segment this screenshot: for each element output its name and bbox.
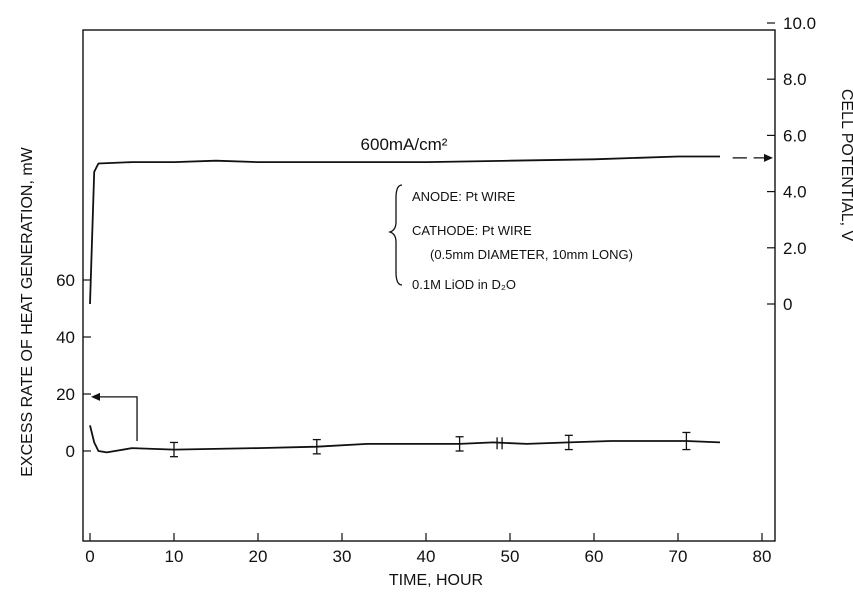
condition-cathode-size: (0.5mm DIAMETER, 10mm LONG)	[430, 247, 633, 262]
y-right-tick-label: 4.0	[783, 183, 807, 202]
x-tick-label: 50	[501, 547, 520, 566]
arrow-right-icon	[764, 153, 773, 162]
y-left-tick-label: 20	[56, 385, 75, 404]
condition-anode: ANODE: Pt WIRE	[412, 189, 516, 204]
error-bar	[564, 434, 573, 451]
x-tick-label: 10	[165, 547, 184, 566]
y-axis-right-label: CELL POTENTIAL, V	[838, 89, 853, 242]
axis-arrows	[91, 153, 773, 442]
plot-frame	[82, 29, 776, 542]
y-right-tick-label: 6.0	[783, 126, 807, 145]
x-tick-label: 70	[669, 547, 688, 566]
left-axis-arrow-shaft	[99, 396, 138, 442]
x-tick-label: 60	[585, 547, 604, 566]
y-left-tick-label: 0	[66, 442, 75, 461]
plot-border	[82, 29, 776, 542]
y-axis-left: 0 20 40 60	[56, 271, 91, 461]
y-right-tick-label: 8.0	[783, 70, 807, 89]
x-tick-label: 0	[85, 547, 94, 566]
current-density-label: 600mA/cm²	[361, 135, 448, 154]
y-axis-right: 0 2.0 4.0 6.0 8.0 10.0	[767, 14, 816, 314]
cell-potential-line	[89, 155, 720, 305]
brace-icon	[387, 184, 403, 286]
x-tick-label: 20	[249, 547, 268, 566]
y-left-tick-label: 40	[56, 328, 75, 347]
condition-electrolyte: 0.1M LiOD in D₂O	[412, 277, 516, 292]
error-bars	[170, 431, 691, 458]
y-axis-left-label: EXCESS RATE OF HEAT GENERATION, mW	[19, 146, 36, 476]
conditions-annotation: ANODE: Pt WIRE CATHODE: Pt WIRE (0.5mm D…	[387, 184, 633, 292]
y-right-tick-label: 10.0	[783, 14, 816, 33]
x-tick-label: 30	[333, 547, 352, 566]
x-axis: 0 10 20 30 40 50 60 70 80	[85, 533, 771, 566]
error-bar	[455, 436, 464, 452]
error-bar	[312, 438, 321, 455]
x-axis-label: TIME, HOUR	[389, 572, 483, 589]
x-tick-label: 80	[753, 547, 772, 566]
error-bar	[682, 431, 691, 451]
x-tick-label: 40	[417, 547, 436, 566]
y-right-tick-label: 2.0	[783, 239, 807, 258]
arrow-left-icon	[91, 392, 100, 401]
y-left-tick-label: 60	[56, 271, 75, 290]
series-group	[89, 155, 721, 454]
excess-heat-line	[89, 425, 721, 454]
error-bar	[170, 441, 178, 458]
condition-cathode: CATHODE: Pt WIRE	[412, 223, 532, 238]
y-right-tick-label: 0	[783, 295, 792, 314]
